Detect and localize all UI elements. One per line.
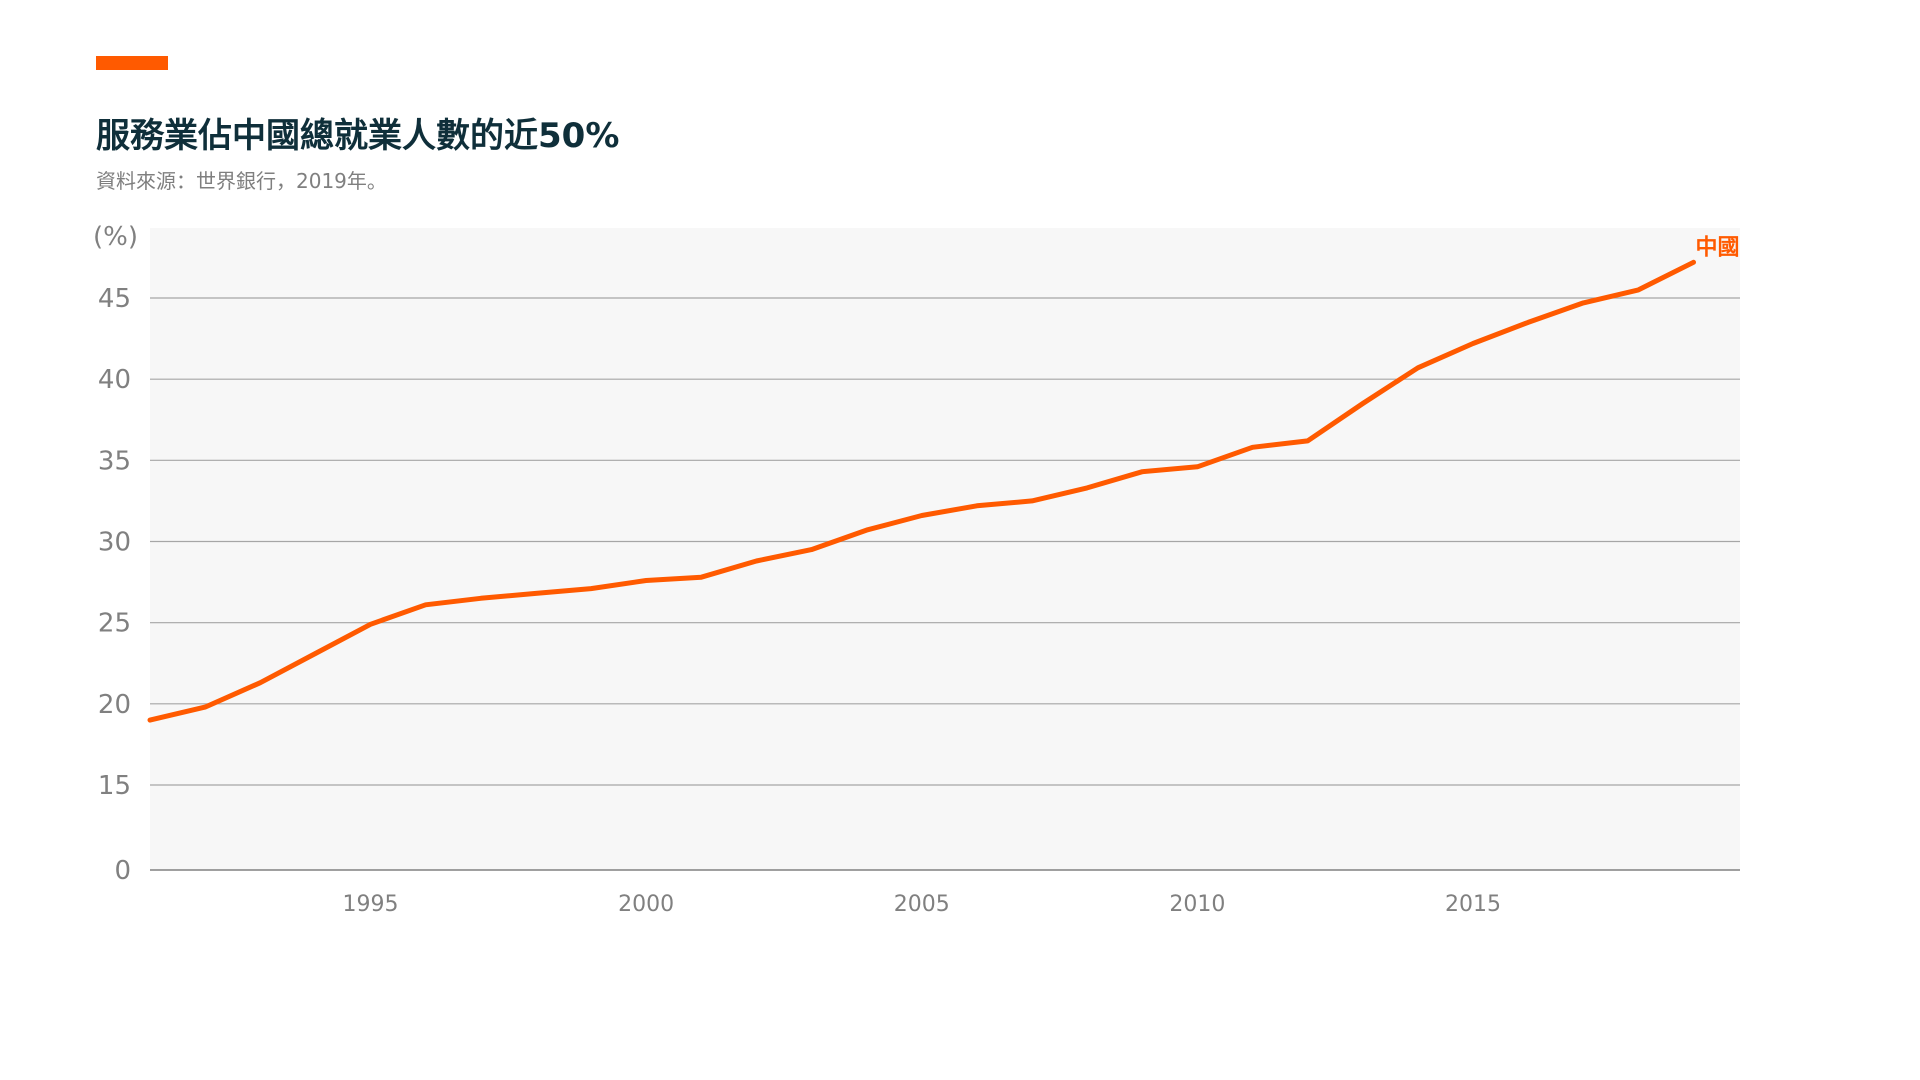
x-tick-label: 2010 <box>1169 892 1225 917</box>
x-tick-label: 2005 <box>894 892 950 917</box>
gridlines <box>150 297 1740 786</box>
y-axis-unit: (%) <box>93 222 138 252</box>
series-label: 中國 <box>1695 235 1739 260</box>
accent-bar <box>96 56 168 70</box>
x-tick-labels: 1995 2000 2005 2010 2015 <box>343 892 1502 917</box>
y-tick-label: 40 <box>98 365 131 395</box>
y-tick-label: 45 <box>98 284 131 314</box>
y-tick-label: 20 <box>98 690 131 720</box>
series-line <box>147 259 1696 723</box>
y-tick-label: 35 <box>98 446 131 476</box>
y-tick-label: 25 <box>98 609 131 639</box>
y-tick-label: 0 <box>114 856 131 886</box>
chart-source: 資料來源：世界銀行，2019年。 <box>96 169 387 193</box>
y-tick-label: 15 <box>98 771 131 801</box>
x-tick-label: 1995 <box>343 892 399 917</box>
plot-background <box>150 228 1740 870</box>
y-tick-labels: 0 15 20 25 30 35 40 45 <box>98 284 131 886</box>
x-tick-label: 2000 <box>618 892 674 917</box>
series-group: 中國 <box>147 235 1740 723</box>
x-tick-label: 2015 <box>1445 892 1501 917</box>
y-tick-label: 30 <box>98 528 131 558</box>
chart-title: 服務業佔中國總就業人數的近50% <box>96 116 620 156</box>
